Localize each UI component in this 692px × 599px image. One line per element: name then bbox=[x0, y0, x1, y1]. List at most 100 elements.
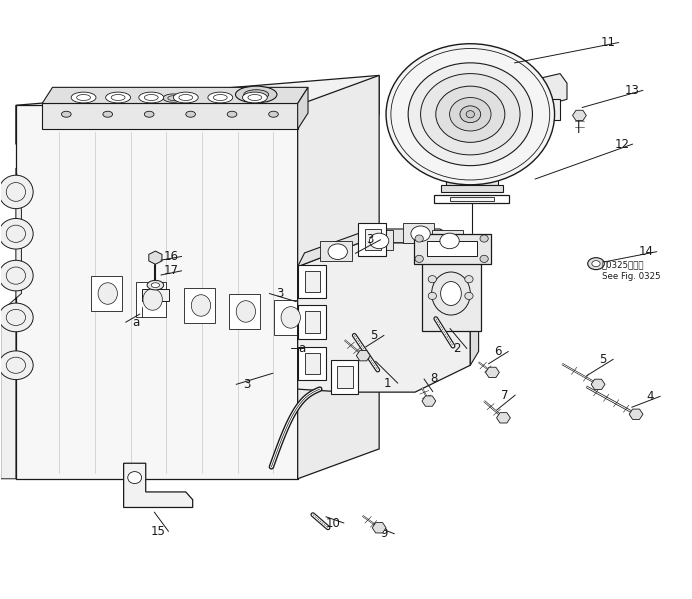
Text: 3: 3 bbox=[243, 378, 251, 391]
Polygon shape bbox=[42, 87, 308, 104]
Polygon shape bbox=[304, 271, 320, 292]
Polygon shape bbox=[358, 223, 386, 256]
Polygon shape bbox=[16, 105, 298, 479]
Polygon shape bbox=[136, 282, 167, 317]
Ellipse shape bbox=[588, 258, 604, 270]
Ellipse shape bbox=[450, 98, 491, 131]
Polygon shape bbox=[486, 367, 500, 377]
Ellipse shape bbox=[71, 92, 96, 103]
Ellipse shape bbox=[0, 261, 33, 291]
Ellipse shape bbox=[235, 86, 277, 103]
Ellipse shape bbox=[227, 111, 237, 117]
Polygon shape bbox=[1, 168, 21, 479]
Ellipse shape bbox=[415, 235, 424, 242]
Ellipse shape bbox=[62, 111, 71, 117]
Text: 1: 1 bbox=[383, 377, 391, 390]
Text: a: a bbox=[298, 342, 305, 355]
Polygon shape bbox=[414, 234, 491, 264]
Polygon shape bbox=[298, 305, 326, 339]
Polygon shape bbox=[629, 409, 643, 419]
Ellipse shape bbox=[106, 92, 131, 103]
Ellipse shape bbox=[185, 111, 195, 117]
Polygon shape bbox=[298, 75, 379, 479]
Ellipse shape bbox=[421, 74, 520, 155]
Ellipse shape bbox=[592, 261, 600, 267]
Polygon shape bbox=[422, 396, 436, 406]
Ellipse shape bbox=[465, 292, 473, 300]
Polygon shape bbox=[331, 361, 358, 394]
Text: 5: 5 bbox=[599, 353, 607, 366]
Ellipse shape bbox=[0, 175, 33, 208]
Polygon shape bbox=[534, 99, 560, 120]
Text: a: a bbox=[132, 316, 140, 329]
Polygon shape bbox=[441, 184, 503, 192]
Polygon shape bbox=[446, 173, 498, 184]
Polygon shape bbox=[304, 311, 320, 333]
Ellipse shape bbox=[244, 90, 268, 99]
Polygon shape bbox=[337, 367, 353, 388]
Ellipse shape bbox=[242, 92, 267, 103]
Ellipse shape bbox=[386, 44, 554, 184]
Text: 14: 14 bbox=[639, 245, 654, 258]
Polygon shape bbox=[539, 74, 567, 104]
Polygon shape bbox=[572, 110, 586, 120]
Ellipse shape bbox=[440, 233, 459, 249]
Polygon shape bbox=[591, 379, 605, 389]
Polygon shape bbox=[16, 75, 379, 144]
Polygon shape bbox=[497, 413, 511, 423]
Polygon shape bbox=[422, 244, 488, 256]
Ellipse shape bbox=[370, 233, 389, 249]
Polygon shape bbox=[304, 353, 320, 374]
Ellipse shape bbox=[0, 351, 33, 380]
Text: 5: 5 bbox=[370, 329, 377, 342]
Text: 4: 4 bbox=[646, 390, 654, 403]
Ellipse shape bbox=[0, 303, 33, 332]
Ellipse shape bbox=[428, 276, 437, 283]
Text: 16: 16 bbox=[164, 250, 179, 263]
Text: 3: 3 bbox=[367, 233, 374, 246]
Ellipse shape bbox=[411, 226, 430, 241]
Polygon shape bbox=[298, 347, 326, 380]
Ellipse shape bbox=[460, 106, 481, 123]
Text: 9: 9 bbox=[380, 527, 388, 540]
Text: 15: 15 bbox=[151, 525, 165, 538]
Ellipse shape bbox=[163, 94, 183, 102]
Polygon shape bbox=[422, 256, 481, 331]
Ellipse shape bbox=[466, 111, 475, 118]
Text: 11: 11 bbox=[601, 36, 616, 49]
Polygon shape bbox=[229, 294, 260, 329]
Text: 7: 7 bbox=[501, 389, 509, 401]
Ellipse shape bbox=[432, 272, 471, 315]
Polygon shape bbox=[356, 350, 370, 361]
Polygon shape bbox=[320, 241, 352, 261]
Text: 17: 17 bbox=[164, 264, 179, 277]
Polygon shape bbox=[365, 229, 381, 250]
Ellipse shape bbox=[465, 276, 473, 283]
Ellipse shape bbox=[128, 471, 142, 483]
Text: 8: 8 bbox=[430, 373, 438, 386]
Ellipse shape bbox=[328, 244, 347, 259]
Ellipse shape bbox=[441, 282, 462, 305]
Polygon shape bbox=[435, 195, 509, 202]
Ellipse shape bbox=[236, 301, 255, 322]
Ellipse shape bbox=[174, 92, 198, 103]
Ellipse shape bbox=[143, 289, 163, 310]
Ellipse shape bbox=[191, 295, 210, 316]
Ellipse shape bbox=[268, 111, 278, 117]
Polygon shape bbox=[298, 87, 308, 129]
Ellipse shape bbox=[408, 63, 532, 166]
Polygon shape bbox=[428, 241, 477, 256]
Ellipse shape bbox=[98, 283, 118, 304]
Ellipse shape bbox=[145, 111, 154, 117]
Polygon shape bbox=[143, 289, 170, 301]
Polygon shape bbox=[432, 230, 464, 250]
Polygon shape bbox=[298, 243, 471, 392]
Ellipse shape bbox=[208, 92, 233, 103]
Polygon shape bbox=[372, 522, 386, 533]
Polygon shape bbox=[298, 265, 326, 298]
Ellipse shape bbox=[147, 280, 164, 290]
Text: 12: 12 bbox=[614, 138, 630, 150]
Polygon shape bbox=[42, 104, 298, 129]
Text: 第0325図参照
See Fig. 0325: 第0325図参照 See Fig. 0325 bbox=[601, 261, 660, 281]
Text: 6: 6 bbox=[494, 345, 502, 358]
